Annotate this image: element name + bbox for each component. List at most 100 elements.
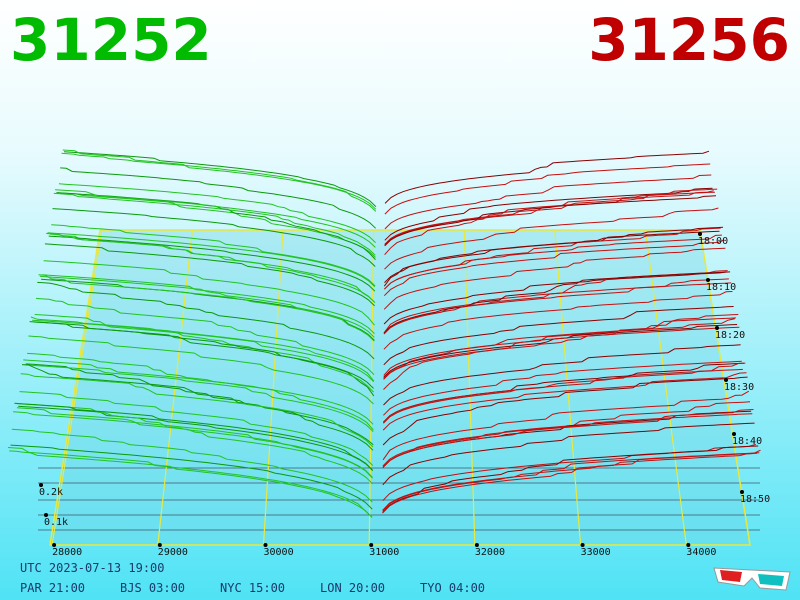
ask-depth-curve [382,449,761,514]
bid-depth-curve [61,152,377,212]
zone-time: PAR 21:00 [20,581,85,595]
tick-dot [369,543,374,547]
bid-depth-curve [52,208,376,267]
bid-depth-curve [53,192,376,256]
bid-depth-curve [38,274,375,342]
price-label: 34000 [686,547,716,558]
bid-depth-curve [18,405,374,471]
tick-dot [263,543,268,547]
zone-time: NYC 15:00 [220,581,285,595]
ask-depth-curve [382,376,748,446]
ask-depth-curve [383,326,740,390]
bid-depth-curve [48,235,376,292]
bid-depth-curve [44,243,375,307]
ask-depth-curve [383,247,726,310]
bid-depth-curve [51,224,376,287]
bid-depth-curve [27,352,374,431]
zone-time: BJS 03:00 [120,581,185,595]
ask-depth-curve [384,190,714,246]
bid-depth-curve [28,335,374,405]
bid-depth-curve [19,391,374,466]
glasses-icon [713,567,791,591]
tick-dot [157,543,162,547]
zone-time: TYO 04:00 [420,581,485,595]
ask-depth-curve [383,360,742,416]
ask-depth-curve [382,390,750,461]
ask-depth-curve [384,188,718,256]
ask-depth-curve [384,163,711,215]
price-grid-line [262,229,284,546]
depth-label: 0.2k [39,487,63,498]
ask-depth-curve [384,195,717,247]
ask-depth-curve [384,207,719,270]
price-label: 28000 [52,547,82,558]
tick-dot [474,543,479,547]
axis-labels: 28000 29000 30000 31000 32000 33000 34000 18:00… [39,232,770,558]
ask-depth-curve [384,174,712,230]
ask-depth-curve [382,445,759,513]
price-grid-line [554,229,582,546]
time-label: 18:40 [732,436,762,447]
ask-depth-curve [383,344,741,406]
bid-depth-curve [39,275,375,338]
bid-depth-curve [58,183,376,244]
ask-depth-curve [383,271,731,334]
price-label: 32000 [475,547,505,558]
ask-price: 31256 [588,6,790,74]
price-grid-line [644,229,687,546]
bid-depth-curve [14,402,373,471]
bid-depth-curve [29,321,374,389]
bid-depth-curve [11,428,373,503]
ask-depth-curve [384,234,722,290]
tick-dot [686,543,691,547]
ask-depth-curve [382,413,753,467]
bid-depth-curve [15,403,373,479]
tick-dot [740,490,744,494]
utc-time: UTC 2023-07-13 19:00 [20,561,165,575]
depth-label: 0.1k [44,517,68,528]
tick-dot [39,483,43,487]
bid-depth-curve [30,316,374,382]
bid-depth-curve [9,450,373,518]
bid-depth-curve [63,151,377,208]
time-label: 18:00 [698,236,728,247]
tick-dot [715,326,719,330]
ask-depth-curve [382,422,755,486]
ask-depth-curve [383,291,733,350]
bid-depth-curve [20,373,374,448]
bid-depth-curve [35,297,375,375]
bid-depth-curve [10,444,373,510]
floor-outline [49,229,751,546]
tick-dot [52,543,57,547]
price-grid-line [368,229,375,546]
time-label: 18:20 [715,330,745,341]
ask-depth-curve [382,452,760,511]
bid-depth-curve [34,314,375,382]
floor [50,230,750,545]
zone-time: LON 20:00 [320,581,385,595]
ask-depth-curve [383,368,743,424]
ask-depth-curve [383,306,734,366]
bid-depth-curve [16,407,373,485]
ask-depth-curve [382,362,746,423]
bid-depth-curve [55,189,376,248]
tick-dot [44,513,48,517]
bid-depth-curve [13,411,373,478]
time-label: 18:30 [724,382,754,393]
price-label: 31000 [369,547,399,558]
ask-depth-curve [382,409,754,468]
bid-depth-curve [46,233,376,303]
bid-depth-curve [47,232,376,288]
bid-depth-curve [24,364,374,433]
price-label: 30000 [264,547,294,558]
bid-depth-curve [42,274,375,334]
bid-price: 31252 [10,6,212,74]
ask-depth-curve [383,318,735,376]
tick-dot [732,432,736,436]
bid-depth-curve [60,167,377,229]
bid-depth-curve [32,319,375,393]
price-label: 29000 [158,547,188,558]
ask-depth-curve [383,317,736,380]
bid-depth-curve [21,364,374,451]
floor-grid [38,229,760,546]
